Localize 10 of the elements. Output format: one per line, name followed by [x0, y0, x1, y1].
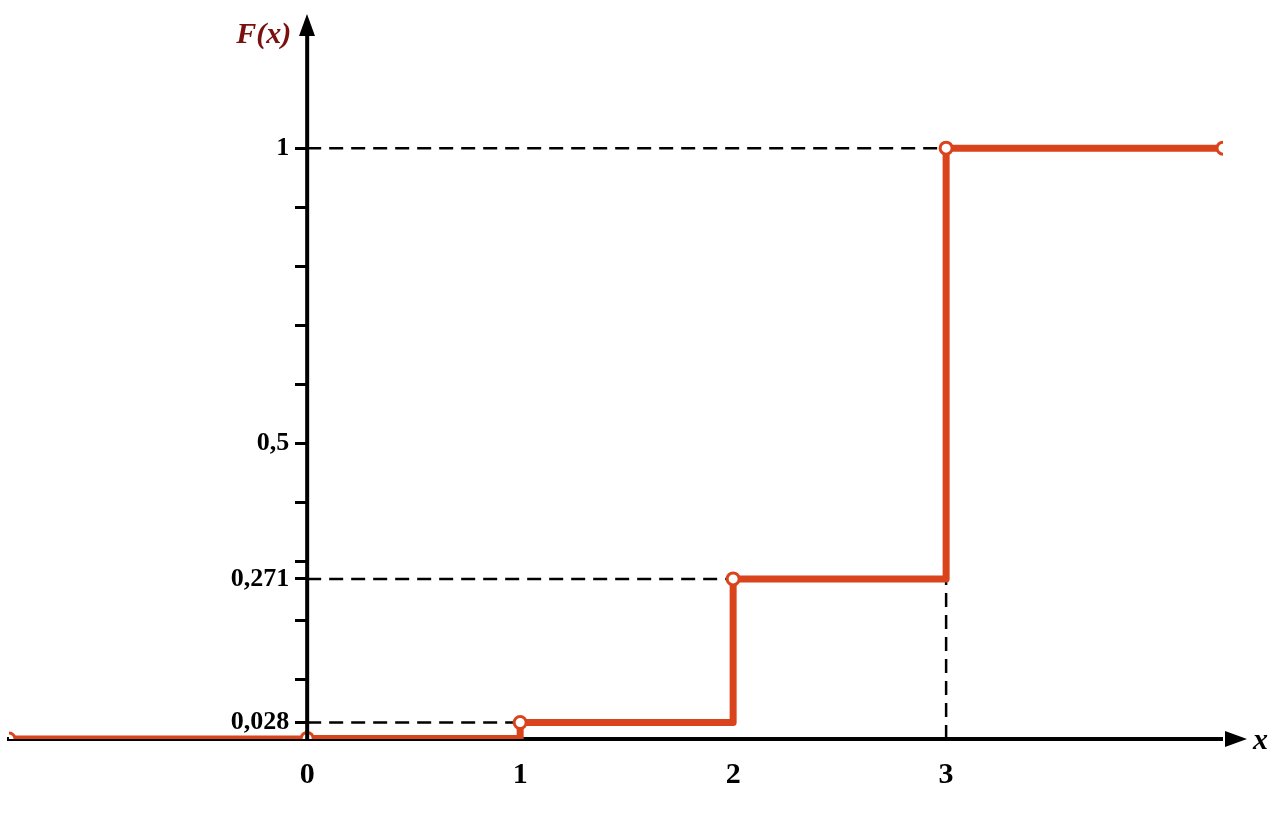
y-tick-label: 0,5 — [256, 427, 290, 457]
x-axis-title: x — [1252, 721, 1268, 755]
y-axis-title: F(x) — [235, 15, 292, 50]
x-tick-label: 2 — [725, 755, 741, 789]
y-tick-label: 0,028 — [230, 706, 290, 736]
y-tick-label: 0,271 — [230, 562, 290, 592]
x-tick-label: 0 — [299, 755, 315, 789]
x-tick-label: 1 — [512, 755, 528, 789]
x-tick-label: 3 — [938, 755, 954, 789]
y-tick-label: 1 — [276, 131, 290, 161]
